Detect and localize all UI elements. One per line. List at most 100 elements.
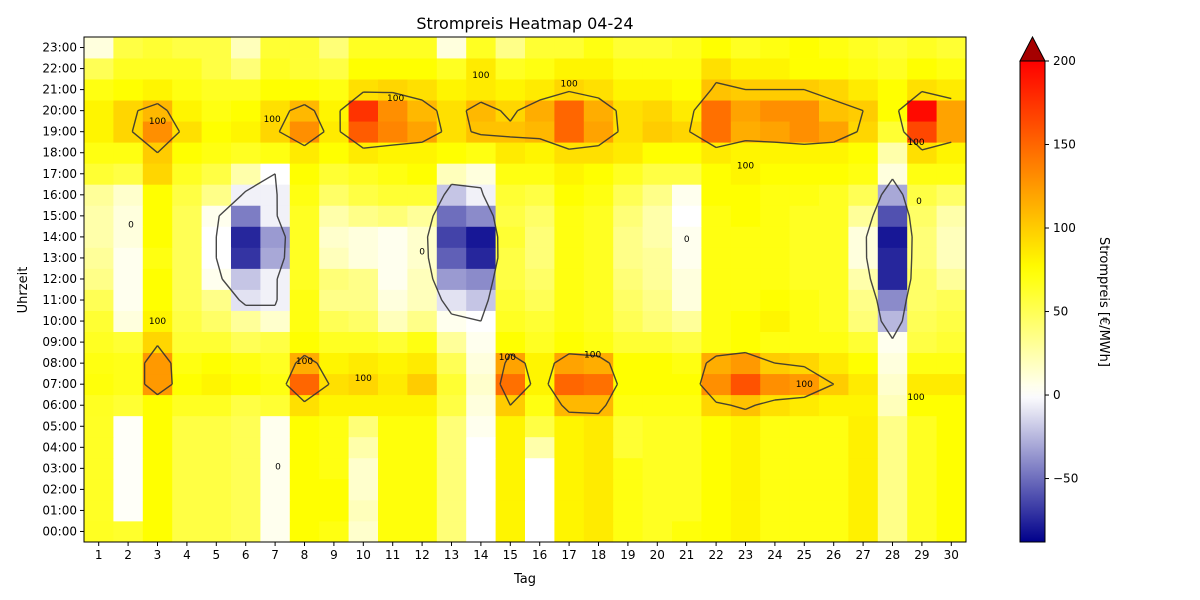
heatmap-cell xyxy=(730,268,761,290)
heatmap-cell xyxy=(877,520,908,543)
heatmap-cell xyxy=(525,121,555,143)
heatmap-cell xyxy=(172,499,202,522)
colorbar-tick-label: 200 xyxy=(1053,54,1076,68)
heatmap-cell xyxy=(436,289,467,311)
heatmap-cell xyxy=(436,436,467,459)
heatmap-cell xyxy=(142,373,173,396)
heatmap-cell xyxy=(319,58,349,80)
heatmap-cell xyxy=(289,226,320,248)
heatmap-cell xyxy=(583,310,614,332)
heatmap-cell xyxy=(760,184,790,206)
heatmap-cell xyxy=(113,394,144,417)
heatmap-cell xyxy=(730,163,761,185)
heatmap-cell xyxy=(672,499,702,522)
heatmap-cell xyxy=(583,268,614,290)
heatmap-cell xyxy=(289,79,320,101)
heatmap-cell xyxy=(583,331,614,354)
heatmap-cell xyxy=(642,247,673,269)
x-tick-label: 30 xyxy=(944,548,959,562)
heatmap-cell xyxy=(525,415,555,438)
heatmap-cell xyxy=(231,331,261,354)
heatmap-cell xyxy=(348,184,379,206)
y-tick-label: 17:00 xyxy=(42,167,77,181)
heatmap-cell xyxy=(760,37,790,59)
heatmap-cell xyxy=(936,310,967,332)
x-tick-label: 24 xyxy=(767,548,782,562)
heatmap-cell xyxy=(260,142,291,164)
heatmap-cell xyxy=(642,310,673,332)
heatmap-cell xyxy=(672,331,702,354)
x-tick-label: 4 xyxy=(183,548,191,562)
heatmap-cell xyxy=(113,205,144,227)
heatmap-cell xyxy=(877,163,908,185)
heatmap-cell xyxy=(525,37,555,59)
heatmap-cell xyxy=(348,58,379,80)
heatmap-cell xyxy=(554,457,585,480)
heatmap-cell xyxy=(142,268,173,290)
heatmap-cell xyxy=(672,373,702,396)
heatmap-cell xyxy=(642,226,673,248)
heatmap-cell xyxy=(907,79,937,101)
heatmap-cell xyxy=(378,394,408,417)
heatmap-cell xyxy=(789,478,820,501)
heatmap-cell xyxy=(142,331,173,354)
y-tick-label: 20:00 xyxy=(42,104,77,118)
heatmap-cell xyxy=(466,457,496,480)
heatmap-cell xyxy=(378,268,408,290)
heatmap-cell xyxy=(466,520,496,543)
heatmap-cell xyxy=(113,310,144,332)
heatmap-cell xyxy=(378,331,408,354)
heatmap-cell xyxy=(583,457,614,480)
heatmap-cell xyxy=(348,394,379,417)
heatmap-cell xyxy=(436,394,467,417)
heatmap-cell xyxy=(554,79,585,101)
heatmap-cell xyxy=(877,499,908,522)
heatmap-cell xyxy=(819,58,849,80)
heatmap-cell xyxy=(730,415,761,438)
heatmap-cell xyxy=(466,373,496,396)
heatmap-cell xyxy=(760,205,790,227)
heatmap-cell xyxy=(407,142,438,164)
heatmap-cell xyxy=(789,226,820,248)
y-tick-label: 08:00 xyxy=(42,356,77,370)
heatmap-cell xyxy=(760,289,790,311)
contour-label: 0 xyxy=(419,248,425,258)
heatmap-cell xyxy=(319,331,349,354)
heatmap-cell xyxy=(260,58,291,80)
heatmap-cell xyxy=(113,37,144,59)
heatmap-cell xyxy=(436,121,467,143)
heatmap-cell xyxy=(84,310,114,332)
heatmap-cell xyxy=(848,289,879,311)
heatmap-cell xyxy=(113,268,144,290)
heatmap-cell xyxy=(877,268,908,290)
heatmap-cell xyxy=(789,520,820,543)
heatmap-cell xyxy=(172,415,202,438)
heatmap-cell xyxy=(730,352,761,375)
heatmap-cell xyxy=(201,352,232,375)
heatmap-cell xyxy=(466,247,496,269)
heatmap-cell xyxy=(525,310,555,332)
x-tick-label: 20 xyxy=(650,548,665,562)
heatmap-cell xyxy=(877,142,908,164)
heatmap-cell xyxy=(172,478,202,501)
heatmap-cell xyxy=(848,205,879,227)
heatmap-cell xyxy=(819,268,849,290)
heatmap-cell xyxy=(231,226,261,248)
heatmap-cell xyxy=(436,268,467,290)
heatmap-cell xyxy=(525,289,555,311)
heatmap-cell xyxy=(672,436,702,459)
heatmap-cell xyxy=(348,373,379,396)
x-tick-label: 2 xyxy=(124,548,132,562)
y-tick-label: 15:00 xyxy=(42,209,77,223)
heatmap-cell xyxy=(495,415,526,438)
heatmap-cell xyxy=(819,37,849,59)
heatmap-cell xyxy=(760,58,790,80)
heatmap-cell xyxy=(495,436,526,459)
heatmap-cell xyxy=(583,289,614,311)
heatmap-cell xyxy=(554,373,585,396)
heatmap-cell xyxy=(319,226,349,248)
heatmap-cell xyxy=(525,268,555,290)
heatmap-cell xyxy=(760,247,790,269)
heatmap-cell xyxy=(348,310,379,332)
heatmap-cell xyxy=(172,394,202,417)
